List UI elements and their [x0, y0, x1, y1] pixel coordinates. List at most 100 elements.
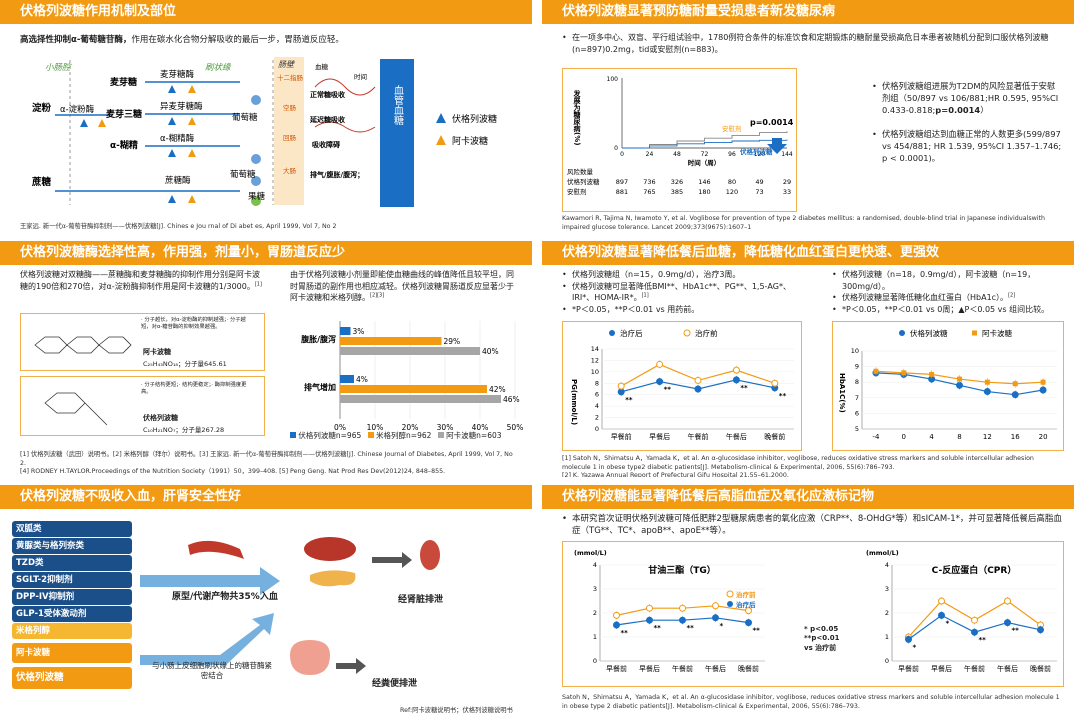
legend-swatch — [609, 330, 615, 336]
sig-mark: ** — [687, 624, 695, 632]
time-label: 时间 — [354, 72, 367, 81]
mechanism-section: 伏格列波糖作用机制及部位 高选择性抑制α-葡萄糖苷酶，作用在碳水化合物分解吸收的… — [0, 0, 532, 240]
feces-label: 经粪便排泄 — [372, 679, 418, 689]
y-tick-label: 10 — [851, 347, 859, 355]
right-bullet-1: 伏格列波糖（n=18，0.9mg/d），阿卡波糖（n=19，300mg/d）。 — [832, 269, 1064, 292]
risk-value: 326 — [671, 178, 683, 186]
hba1c-chart-box — [832, 321, 1064, 451]
legend-swatch-aca — [437, 432, 444, 438]
x-tick-label: 午餐后 — [705, 664, 726, 673]
x-tick-label: 早餐前 — [606, 664, 627, 673]
bar — [340, 327, 351, 335]
data-point — [646, 616, 653, 624]
series-line — [622, 139, 788, 149]
data-point — [712, 602, 719, 610]
data-point — [732, 376, 740, 384]
data-point — [617, 382, 625, 390]
x-tick-label: 24 — [646, 151, 654, 158]
data-point — [1004, 597, 1011, 605]
pancreas-icon — [310, 570, 356, 587]
sig-mark: ** — [625, 396, 633, 404]
intro-text: 高选择性抑制α-葡萄糖苷酶，作用在碳水化合物分解吸收的最后一步，胃肠道反应轻。 — [20, 34, 520, 46]
data-point — [613, 611, 620, 619]
data-point — [1011, 391, 1019, 399]
risk-value: 180 — [698, 188, 710, 196]
data-point — [1004, 619, 1011, 627]
x-tick-label: 4 — [929, 433, 934, 441]
reference: Satoh N，Shimatsu A，Yamada K，et al. An α-… — [562, 694, 1060, 710]
category-label: 腹胀/腹泻 — [300, 334, 336, 344]
data-point — [694, 376, 702, 384]
starch-label: 淀粉 — [32, 102, 52, 114]
risk-value: 49 — [755, 178, 763, 186]
voglibose-structure — [44, 392, 108, 426]
y-tick-label: 2 — [595, 414, 599, 422]
x-tick-label: 午餐前 — [688, 432, 709, 441]
gut-arrow-icon — [140, 613, 274, 665]
bar — [340, 385, 487, 393]
data-point — [971, 616, 978, 624]
gi-bar-chart: 0% 10% 20% 30% 40% 50% 腹胀/腹泻 3% 29% 40% 排气增加 4% 42%4… — [300, 321, 523, 432]
x-tick-label: 0% — [334, 423, 346, 432]
glucose-section: 伏格列波糖显著降低餐后血糖，降低糖化血红蛋白更快速、更强效 伏格列波糖组（n=1… — [542, 241, 1074, 477]
drug-acarbose: 阿卡波糖 — [12, 643, 132, 663]
x-tick-label: -4 — [872, 433, 880, 441]
data-point — [901, 370, 907, 376]
y-tick-label: 6 — [855, 409, 859, 417]
section-title: 伏格列波糖显著降低餐后血糖，降低糖化血红蛋白更快速、更强效 — [542, 241, 1074, 265]
risk-value: 881 — [616, 188, 628, 196]
acarbose-structure — [34, 336, 132, 354]
reference: [1] 伏格列波糖（武田）说明书。[2] 米格列醇（拜尔）说明书。[3] 王家远… — [20, 451, 513, 475]
data-point — [646, 604, 653, 612]
right-bullet-2: 伏格列波糖显著降低糖化血红蛋白（HbA1c）。[2] — [832, 292, 1064, 304]
study-text: 在一项多中心、双盲、平行组试验中，1780例符合条件的标准饮食和定期锻炼的糖耐量… — [562, 32, 1062, 55]
y-tick-label: 0 — [593, 657, 597, 665]
data-point — [983, 388, 991, 396]
y-tick-label: 8 — [595, 379, 599, 387]
sig-mark: ** — [621, 629, 629, 637]
series-line — [622, 131, 788, 149]
mechanism-diagram: 血管血糖 小肠腔 刷状缘 肠壁 淀粉 蔗糖 α-淀粉酶 麦芽糖 麦芽三糖 α-糊… — [31, 57, 497, 207]
drug-dpp4: DPP-IV抑制剂 — [12, 589, 132, 605]
y-tick-label: 0 — [595, 425, 599, 433]
x-tick-label: 20 — [1039, 433, 1048, 441]
y-tick-label: 1 — [885, 633, 889, 641]
section-title: 伏格列波糖能显著降低餐后高脂血症及氧化应激标记物 — [542, 485, 1074, 509]
y-tick-label: 100 — [607, 76, 619, 83]
y-tick-label: 4 — [595, 402, 599, 410]
x-tick-label: 早餐后 — [649, 432, 670, 441]
kidney-icon — [420, 540, 440, 570]
risk-value: 765 — [643, 188, 655, 196]
chart-title: C-反应蛋白（CPR） — [932, 564, 1017, 576]
voglibose-name: 伏格列波糖 — [143, 414, 178, 422]
risk-value: 33 — [783, 188, 791, 196]
data-point — [938, 597, 945, 605]
x-tick-label: 晚餐前 — [1030, 664, 1051, 673]
reference: [1] Satoh N，Shimatsu A，Yamada K，et al. A… — [562, 455, 1034, 477]
risk-value: 120 — [726, 188, 738, 196]
hba1c-chart: 5 6 7 8 9 10 -4 0 4 8 12 16 20 HbA1C(%) 伏格列波糖 阿卡波糖 — [838, 328, 1057, 441]
data-point — [873, 368, 879, 374]
y-tick-label: 5 — [855, 425, 859, 433]
legend-swatch — [972, 330, 977, 336]
sig-mark: ** — [753, 627, 761, 635]
p-value: p=0.0014 — [750, 118, 794, 127]
x-tick-label: 72 — [701, 151, 709, 158]
y-tick-label: 0 — [614, 145, 618, 152]
section-title: 伏格列波糖酶选择性高，作用强，剂量小，胃肠道反应少 — [0, 241, 532, 265]
kidney-label: 经肾脏排泄 — [398, 595, 444, 605]
y-unit-label: (mmol/L) — [574, 549, 607, 557]
drug-glp1: GLP-1受体激动剂 — [12, 606, 132, 622]
left-bullet-3: *P＜0.05，**P＜0.01 vs 用药前。 — [562, 304, 802, 316]
sig-mark: * — [720, 622, 724, 630]
risk-row-name: 伏格列波糖 — [567, 177, 600, 186]
y-tick-label: 3 — [885, 585, 889, 593]
data-point — [745, 619, 752, 627]
intro-bold: 高选择性抑制α-葡萄糖苷酶， — [20, 35, 132, 45]
data-point — [613, 621, 620, 629]
x-tick-label: 10% — [367, 423, 384, 432]
y-tick-label: 7 — [855, 394, 859, 402]
lipid-bullet: 本研究首次证明伏格列波糖可降低肥胖2型糖尿病患者的氧化应激（CRP**、8-OH… — [562, 513, 1062, 538]
y-tick-label: 2 — [593, 609, 597, 617]
